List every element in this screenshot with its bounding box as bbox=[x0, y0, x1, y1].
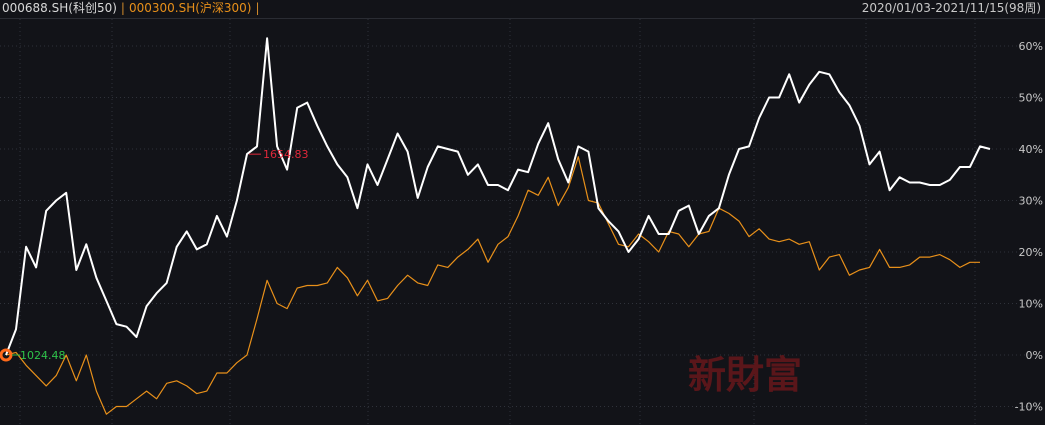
y-tick-label: 50% bbox=[1019, 92, 1043, 105]
legend-series-1[interactable]: 000688.SH(科创50) bbox=[2, 1, 117, 15]
max-value-label: 1654.83 bbox=[263, 148, 309, 161]
annotations: 1654.83 1024.48 bbox=[0, 148, 309, 362]
y-tick-label: 60% bbox=[1019, 40, 1043, 53]
series-line-kc50 bbox=[5, 37, 991, 356]
series-lines bbox=[5, 37, 991, 415]
y-tick-label: 0% bbox=[1026, 349, 1043, 362]
chart-header: 000688.SH(科创50) | 000300.SH(沪深300) | 2020/0… bbox=[0, 0, 1045, 19]
date-range-label: 2020/01/03-2021/11/15(98周) bbox=[861, 1, 1041, 15]
min-marker bbox=[0, 348, 13, 362]
y-axis-ticks: 60% 50% 40% 30% 20% 10% 0% -10% bbox=[1015, 40, 1043, 414]
legend-separator-2: | bbox=[255, 1, 260, 15]
horizontal-gridlines bbox=[0, 45, 1040, 407]
legend: 000688.SH(科创50) | 000300.SH(沪深300) | bbox=[2, 0, 264, 17]
min-value-label: 1024.48 bbox=[20, 349, 66, 362]
legend-separator: | bbox=[120, 1, 125, 15]
y-tick-label: 30% bbox=[1019, 195, 1043, 208]
watermark: 新財富 bbox=[688, 352, 802, 397]
y-tick-label: 20% bbox=[1019, 246, 1043, 259]
y-tick-label: 40% bbox=[1019, 143, 1043, 156]
legend-series-2[interactable]: 000300.SH(沪深300) bbox=[128, 1, 252, 15]
y-tick-label: -10% bbox=[1015, 401, 1043, 414]
series-line-hs300 bbox=[5, 156, 980, 415]
y-tick-label: 10% bbox=[1019, 298, 1043, 311]
